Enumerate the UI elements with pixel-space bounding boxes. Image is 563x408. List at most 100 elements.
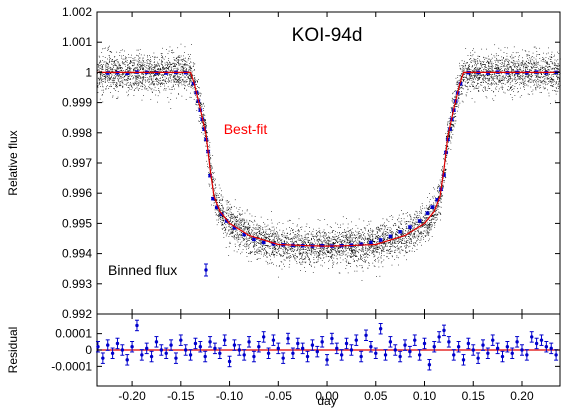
x-tick-label: 0.00 — [315, 389, 339, 403]
residual-point — [344, 337, 349, 350]
residual-marker — [169, 343, 173, 347]
residual-point — [222, 334, 227, 346]
residual-marker — [364, 333, 368, 337]
residual-point — [432, 340, 437, 353]
flux-y-ticks: 0.992 0.993 0.994 0.995 0.996 0.997 0.998 0.999… — [62, 5, 560, 321]
residual-marker — [549, 346, 553, 351]
residual-point — [261, 331, 266, 343]
residual-marker — [398, 354, 402, 359]
residual-marker — [198, 345, 203, 349]
binned-flux-point — [417, 219, 422, 223]
residual-marker — [281, 356, 285, 360]
binned-flux-marker — [388, 234, 393, 239]
binned-flux-marker — [252, 237, 256, 242]
residual-point — [125, 354, 130, 366]
residual-marker — [237, 348, 242, 352]
residual-point — [354, 334, 359, 346]
x-tick-label: 0.10 — [413, 389, 437, 403]
residual-point — [271, 334, 276, 346]
residual-point — [173, 352, 178, 364]
residual-point — [442, 324, 447, 337]
residual-marker — [417, 353, 422, 357]
residual-point — [398, 350, 403, 363]
residual-y-ticks: -0.0001 0 0.0001 — [51, 327, 560, 373]
residual-marker — [466, 341, 471, 346]
residual-marker — [252, 354, 256, 359]
residual-point — [359, 350, 364, 363]
flux-y-tick-label: 0.995 — [62, 216, 92, 230]
binned-flux-marker — [261, 240, 266, 245]
residual-point — [320, 336, 325, 348]
residual-marker — [115, 341, 120, 346]
residual-marker — [164, 351, 168, 355]
residual-point — [412, 334, 417, 346]
residual-marker — [106, 343, 110, 347]
residual-point — [178, 334, 183, 346]
residual-point — [149, 350, 154, 363]
flux-y-tick-label: 0.994 — [62, 247, 92, 261]
flux-y-tick-label: 1.002 — [62, 5, 92, 19]
residual-point — [471, 344, 476, 356]
residual-marker — [208, 340, 212, 344]
residual-point — [276, 342, 281, 355]
residual-marker — [359, 354, 363, 359]
residual-marker — [437, 335, 441, 339]
residual-point — [364, 329, 369, 342]
residual-marker — [179, 338, 183, 342]
x-tick-label: -0.15 — [167, 389, 195, 403]
legend-marker-dot — [204, 268, 208, 272]
raw-flux-points — [97, 43, 561, 281]
residual-point — [169, 339, 174, 351]
binned-flux-marker — [408, 225, 412, 229]
residual-point — [193, 337, 198, 350]
residual-point — [500, 350, 505, 363]
residual-marker — [442, 328, 446, 333]
residual-marker — [481, 343, 485, 347]
residual-point — [490, 334, 495, 346]
residual-y-tick-label: 0.0001 — [55, 327, 92, 341]
flux-y-tick-label: 1.001 — [62, 35, 92, 49]
residual-marker — [534, 341, 539, 346]
residual-point — [437, 331, 442, 343]
residual-marker — [286, 336, 290, 341]
residual-marker — [456, 345, 461, 349]
residual-marker — [145, 346, 149, 351]
residual-point — [529, 331, 534, 343]
binned-flux-point — [388, 234, 393, 239]
residual-marker — [369, 345, 373, 349]
residual-point — [115, 337, 120, 350]
residual-y-tick-label: -0.0001 — [51, 359, 92, 373]
residual-point — [534, 337, 539, 350]
residual-point — [198, 340, 203, 353]
residual-point — [427, 358, 432, 371]
residual-point — [461, 354, 466, 366]
residual-marker — [476, 356, 480, 360]
residual-point — [519, 344, 524, 356]
residual-marker — [120, 348, 125, 352]
residual-point — [515, 336, 520, 348]
residual-point — [505, 340, 510, 353]
residual-point — [325, 354, 330, 366]
residual-point — [315, 345, 320, 358]
x-tick-label: 0.05 — [364, 389, 388, 403]
best-fit-curve — [97, 71, 560, 247]
residual-point — [544, 340, 549, 353]
residual-marker — [325, 358, 329, 362]
residual-point — [208, 336, 213, 348]
residual-point — [305, 350, 310, 363]
residual-y-axis-label: Residual — [6, 327, 20, 374]
binned-flux-point — [261, 240, 266, 245]
residual-marker — [378, 327, 383, 331]
binned-flux-marker — [398, 230, 402, 234]
residual-point — [295, 337, 300, 350]
residual-point — [310, 339, 315, 351]
residual-point — [105, 339, 110, 351]
residual-point — [407, 345, 412, 358]
residual-marker — [447, 340, 451, 344]
flux-y-tick-label: 0.993 — [62, 277, 92, 291]
binned-flux-marker — [425, 211, 430, 215]
best-fit-annotation: Best-fit — [224, 121, 268, 137]
residual-point — [456, 340, 461, 353]
residual-point — [247, 336, 252, 348]
residual-marker — [339, 353, 344, 357]
